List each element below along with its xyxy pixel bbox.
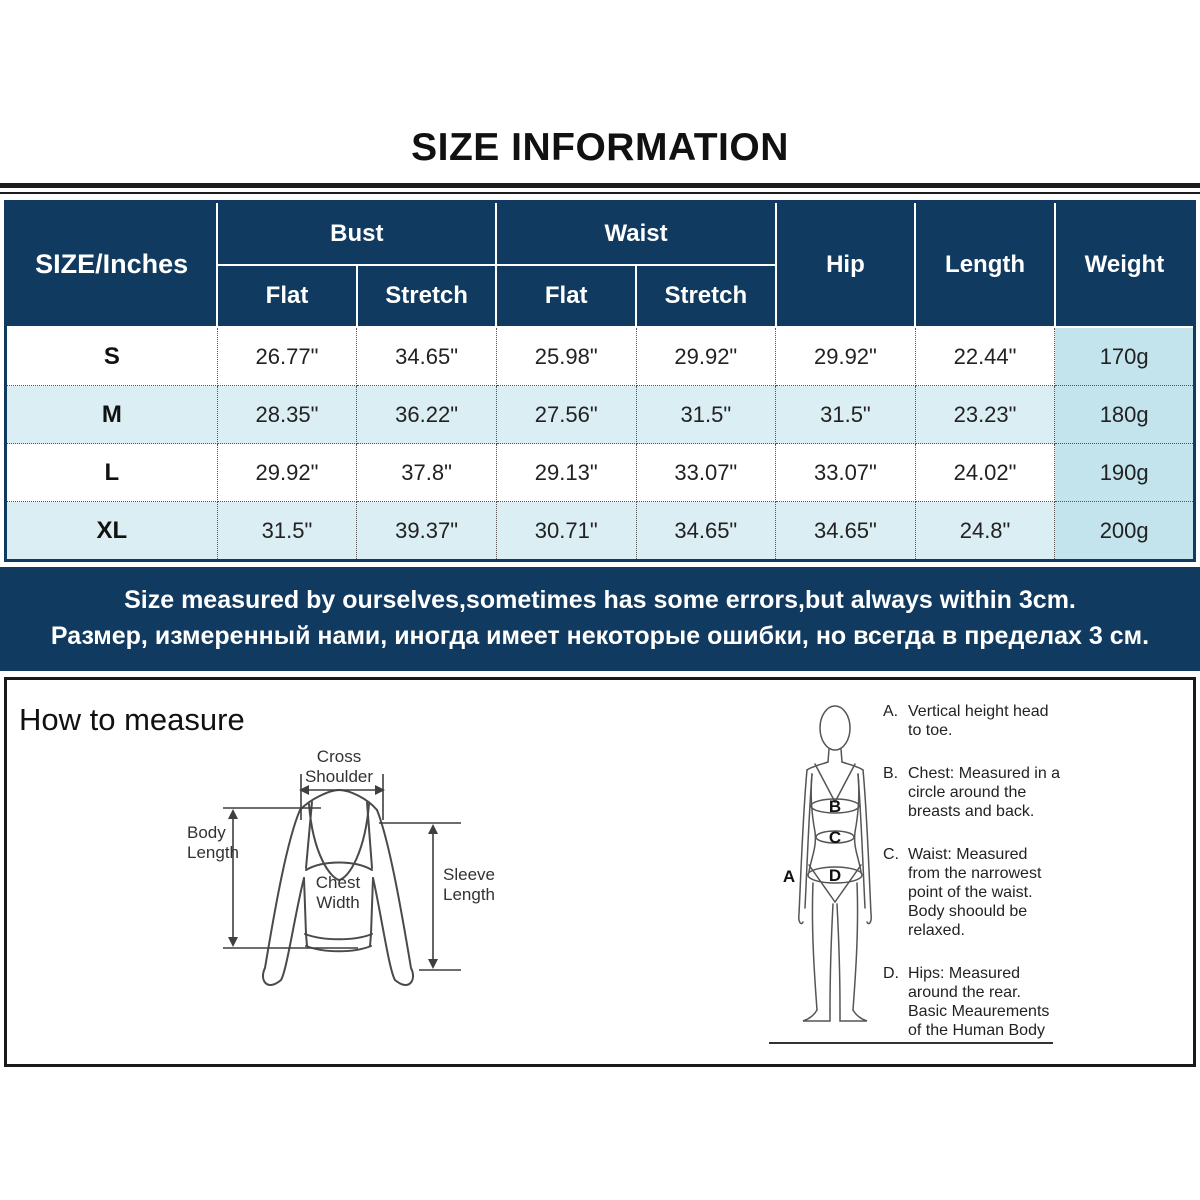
instruction-item-d: D. Hips: Measured around the rear. Basic… [883,964,1123,1040]
label-sleeve-length-line1: Sleeve [443,865,495,884]
instruction-line: to toe. [908,722,953,739]
cell-length: 24.02" [914,443,1056,502]
col-header-bust: Bust [216,200,498,266]
instruction-line: Vertical height head [908,703,1049,720]
instruction-line: Basic Meaurements [908,1003,1050,1020]
table-row: M 28.35" 36.22" 27.56" 31.5" 31.5" 23.23… [5,385,1195,444]
cell-length: 24.8" [914,501,1056,561]
cell-length: 22.44" [914,326,1056,386]
instructions-underline [769,1042,1053,1044]
size-label: S [5,326,218,386]
instruction-item-c: C. Waist: Measured from the narrowest po… [883,845,1123,940]
cell-hip: 29.92" [775,326,916,386]
instruction-line: around the rear. [908,984,1021,1001]
title-rule-thick [0,183,1200,188]
figure-label-a: A [783,867,795,886]
tolerance-notice-banner: Size measured by ourselves,sometimes has… [0,567,1200,671]
col-header-bust-stretch: Stretch [355,264,498,328]
cell-weight: 200g [1054,501,1195,561]
table-row: XL 31.5" 39.37" 30.71" 34.65" 34.65" 24.… [5,501,1195,561]
instruction-line: Body shoould be [908,903,1028,920]
instruction-line: Waist: Measured [908,846,1028,863]
cell-waist-flat: 27.56" [495,385,637,444]
cell-waist-stretch: 34.65" [635,501,777,561]
instruction-prefix: A. [883,703,899,720]
cell-waist-flat: 30.71" [495,501,637,561]
label-chest-width-line1: Chest [316,873,361,892]
table-row: L 29.92" 37.8" 29.13" 33.07" 33.07" 24.0… [5,443,1195,502]
cell-weight: 190g [1054,443,1195,502]
col-header-waist: Waist [495,200,777,266]
col-header-length: Length [914,200,1056,328]
col-header-weight: Weight [1053,200,1196,328]
cell-hip: 31.5" [775,385,916,444]
instruction-line: relaxed. [908,922,965,939]
instruction-line: from the narrowest [908,865,1042,882]
cell-waist-stretch: 31.5" [635,385,777,444]
cell-bust-stretch: 37.8" [356,443,497,502]
col-header-waist-stretch: Stretch [635,264,777,328]
instruction-line: breasts and back. [908,803,1035,820]
how-to-measure-title: How to measure [19,702,245,737]
figure-label-b: B [829,797,841,816]
notice-text-en: Size measured by ourselves,sometimes has… [124,586,1076,614]
cell-bust-stretch: 36.22" [356,385,497,444]
cell-bust-flat: 26.77" [216,326,358,386]
title-rule-thin [0,192,1200,194]
size-label: L [5,443,218,502]
col-header-bust-flat: Flat [216,264,358,328]
instruction-item-b: B. Chest: Measured in a circle around th… [883,764,1123,821]
instruction-line: Hips: Measured [908,965,1021,982]
cell-hip: 33.07" [775,443,916,502]
size-table: SIZE/Inches Bust Waist Hip Length Weight… [4,200,1196,562]
instruction-line: of the Human Body [908,1022,1045,1039]
cell-weight: 170g [1054,326,1195,386]
instruction-prefix: B. [883,765,899,782]
measure-instructions: A. Vertical height head to toe. B. Chest… [883,702,1123,1064]
cell-bust-stretch: 39.37" [356,501,497,561]
instruction-prefix: D. [883,965,899,982]
size-label: XL [5,501,218,561]
cell-waist-flat: 25.98" [495,326,637,386]
how-to-measure-section: How to measure [4,677,1196,1067]
cell-bust-flat: 31.5" [216,501,358,561]
col-header-size: SIZE/Inches [4,200,219,328]
label-cross-shoulder-line1: Cross [317,747,361,766]
col-header-hip: Hip [774,200,917,328]
label-body-length-line1: Body [187,823,226,842]
instruction-line: point of the waist. [908,884,1033,901]
instruction-line: Chest: Measured in a [908,765,1061,782]
cell-bust-stretch: 34.65" [356,326,497,386]
label-cross-shoulder-line2: Shoulder [305,767,373,786]
cell-bust-flat: 29.92" [216,443,358,502]
label-body-length-line2: Length [187,843,239,862]
table-row: S 26.77" 34.65" 25.98" 29.92" 29.92" 22.… [5,326,1195,386]
garment-diagram: Cross Shoulder Chest Width Body Length S… [187,747,495,986]
cell-hip: 34.65" [775,501,916,561]
figure-label-c: C [829,828,841,847]
notice-text-ru: Размер, измеренный нами, иногда имеет не… [50,622,1150,650]
instruction-item-a: A. Vertical height head to toe. [883,702,1123,740]
label-chest-width-line2: Width [316,893,359,912]
cell-waist-flat: 29.13" [495,443,637,502]
size-label: M [5,385,218,444]
body-figure-diagram: A B C D [783,705,872,1022]
col-header-waist-flat: Flat [495,264,638,328]
cell-length: 23.23" [914,385,1056,444]
cell-weight: 180g [1054,385,1195,444]
figure-label-d: D [829,866,841,885]
cell-waist-stretch: 33.07" [635,443,777,502]
page-title: SIZE INFORMATION [411,126,789,169]
instruction-line: circle around the [908,784,1027,801]
cell-bust-flat: 28.35" [216,385,358,444]
cell-waist-stretch: 29.92" [635,326,777,386]
label-sleeve-length-line2: Length [443,885,495,904]
instruction-prefix: C. [883,846,899,863]
